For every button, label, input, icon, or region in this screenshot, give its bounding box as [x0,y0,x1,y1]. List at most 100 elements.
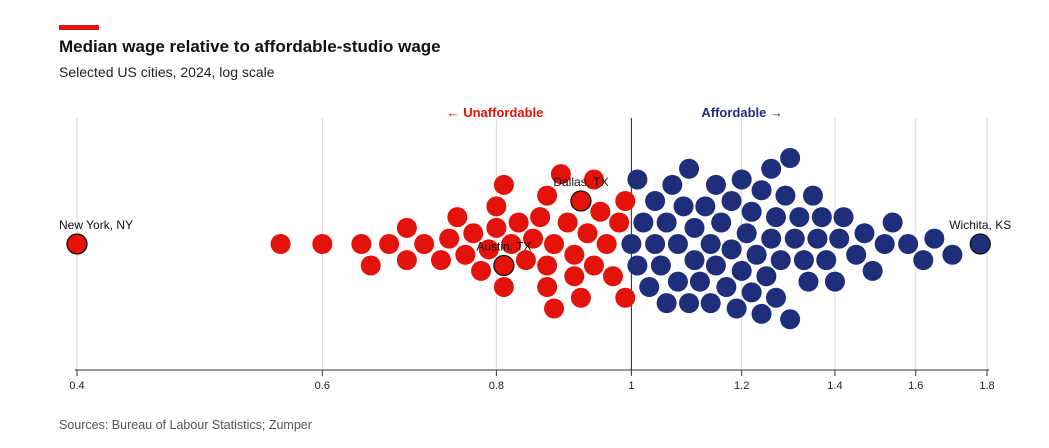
unaffordable-label: ← Unaffordable [447,105,544,120]
city-dot [679,293,700,314]
city-dot [898,234,919,254]
city-dot [486,217,507,238]
city-dot [537,277,558,297]
city-dot [564,244,585,265]
city-dot [684,250,705,271]
city-dot [673,196,694,217]
city-dot [544,298,565,319]
city-dot [721,191,742,211]
city-dot [695,196,716,217]
city-dot [731,260,752,281]
city-dot [493,174,514,195]
city-dot [550,164,571,185]
city-dot [583,255,604,276]
city-dot [874,234,895,254]
chart-title: Median wage relative to affordable-studi… [59,37,441,56]
highlighted-city-dot [570,190,592,212]
tick-label: 0.8 [489,380,504,392]
chart-subtitle: Selected US cities, 2024, log scale [59,64,275,80]
tick-label: 1.8 [979,380,994,392]
city-dot [746,244,767,265]
city-dot [645,191,666,211]
city-dot [615,287,636,308]
city-dot [478,239,499,260]
city-dot [770,250,791,271]
x-axis-ticks: 0.4 0.6 0.8 1 1.2 1.4 1.6 1.8 [69,370,995,392]
city-dots [66,148,991,330]
city-dot [530,207,551,228]
city-dot [396,217,417,238]
city-dot [751,180,772,201]
city-dot [508,212,529,233]
highlighted-city-dot [969,233,991,255]
city-dot [501,234,522,254]
city-dot [564,266,585,287]
city-dot [312,234,333,254]
city-dot [765,287,786,308]
city-dot [667,234,688,254]
city-dot [590,201,611,222]
city-dot [775,185,796,206]
city-dot [913,250,934,271]
city-dot [726,298,747,319]
city-dot [684,217,705,238]
city-dot [351,234,372,254]
city-dot [523,228,544,249]
tick-label: 0.6 [315,380,330,392]
highlighted-city-dot [493,254,515,277]
city-dot [756,266,777,287]
city-dot [833,207,854,228]
city-dot [711,212,732,233]
city-dot [596,234,617,254]
city-dot [793,250,814,271]
city-label: New York, NY [59,218,133,232]
city-dot [656,293,677,314]
city-dot [882,212,903,233]
city-dot [633,212,654,233]
city-dot [824,271,845,292]
city-dot [761,158,782,179]
city-labels: New York, NY Austin, TX Dallas, TX Wichita,… [59,175,1011,254]
city-dot [802,185,823,206]
city-dot [447,207,468,228]
city-dot [493,277,514,297]
city-dot [811,207,832,228]
city-dot [679,158,700,179]
city-dot [942,244,963,265]
city-dot [721,239,742,260]
tick-label: 1.2 [734,380,749,392]
city-dot [656,212,677,233]
city-label: Dallas, TX [553,175,608,189]
city-dot [486,196,507,217]
accent-bar [59,25,99,30]
city-dot [807,228,828,249]
city-dot [544,234,565,254]
city-dot [731,169,752,190]
city-dot [639,277,660,297]
tick-label: 0.4 [69,380,84,392]
city-dot [705,174,726,195]
city-dot [705,255,726,276]
highlighted-city-dot [66,233,88,255]
city-dot [798,271,819,292]
city-dot [662,174,683,195]
affordable-label: Affordable → [701,105,783,120]
city-dot [270,234,291,254]
city-dot [846,244,867,265]
city-dot [360,255,381,276]
source-note: Sources: Bureau of Labour Statistics; Zu… [59,418,312,432]
city-dot [439,228,460,249]
city-dot [780,148,801,168]
city-dot [537,255,558,276]
city-dot [741,201,762,222]
city-dot [455,244,476,265]
city-dot [789,207,810,228]
city-dot [471,260,492,281]
city-dot [627,255,648,276]
city-dot [537,185,558,206]
city-dot [816,250,837,271]
city-dot [650,255,671,276]
city-dot [609,212,630,233]
city-dot [751,303,772,324]
